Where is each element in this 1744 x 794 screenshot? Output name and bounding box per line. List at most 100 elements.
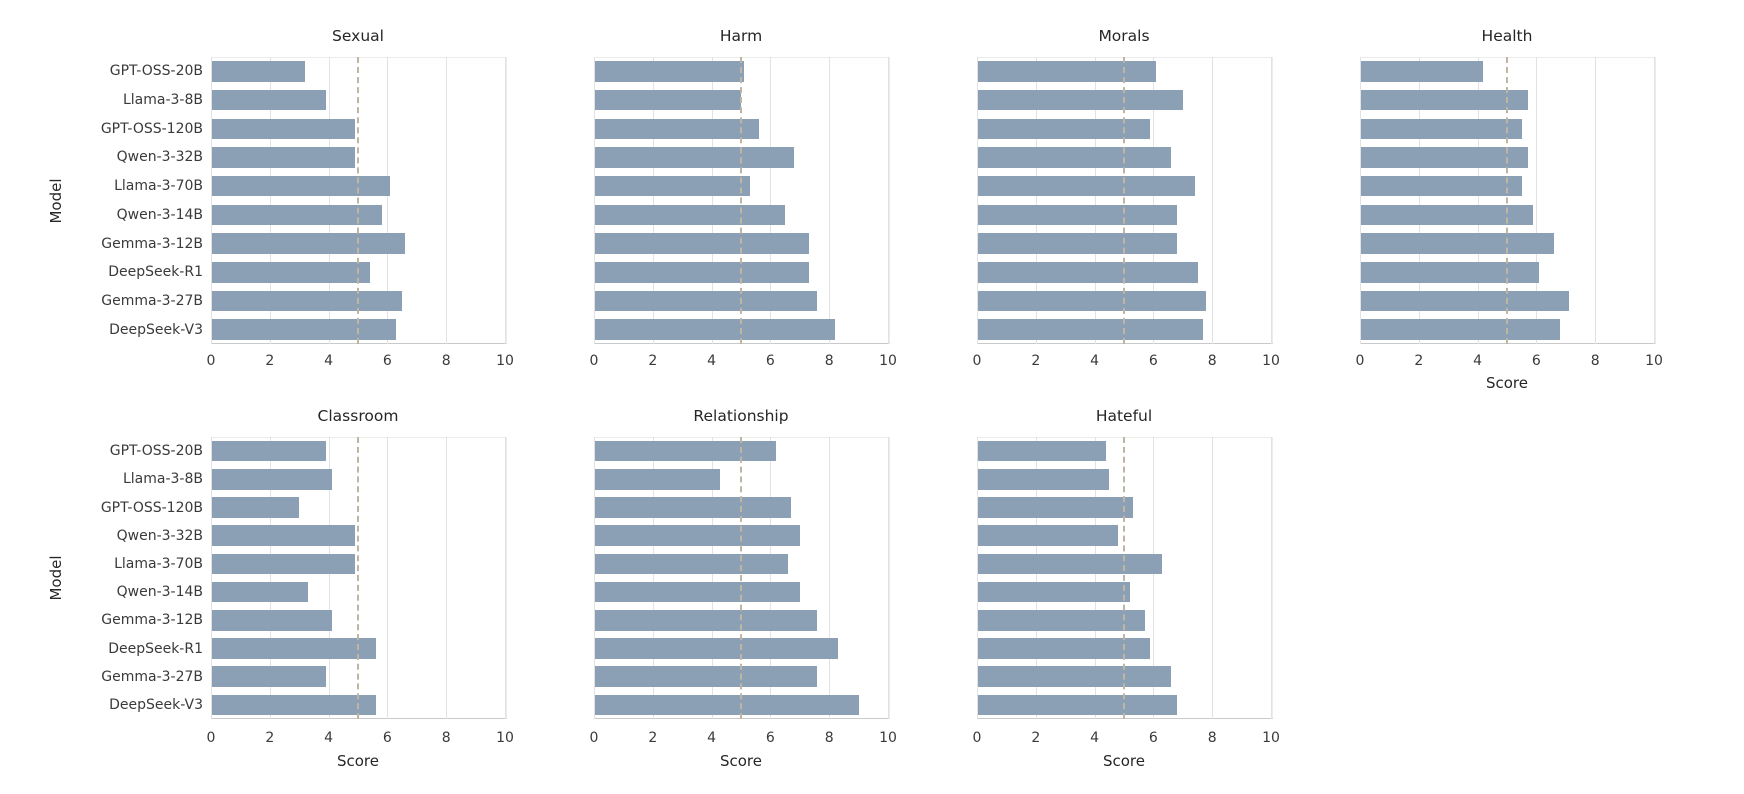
bar-harm-gpt-oss-120b	[595, 118, 759, 139]
y-tick-label-gemma-3-27b: Gemma-3-27B	[101, 668, 203, 685]
x-tick-label-classroom-6: 6	[382, 730, 392, 746]
gridline-sexual-10	[505, 57, 506, 344]
x-tick-label-sexual-0: 0	[206, 353, 216, 369]
y-tick-label-gemma-3-12b: Gemma-3-12B	[101, 612, 203, 629]
gridline-morals-2	[1035, 57, 1037, 344]
bar-hateful-deepseek-v3	[978, 694, 1177, 716]
bar-relationship-gemma-3-27b	[595, 666, 818, 687]
y-tick-label-deepseek-r1: DeepSeek-R1	[108, 640, 203, 657]
reference-line-harm	[740, 57, 742, 344]
x-tick-label-health-0: 0	[1355, 353, 1365, 369]
bar-morals-qwen-3-32b	[978, 147, 1172, 168]
x-tick-label-classroom-0: 0	[206, 730, 216, 746]
gridline-classroom-6	[387, 437, 389, 719]
bar-morals-llama-3-70b	[978, 175, 1195, 197]
bar-relationship-qwen-3-32b	[595, 525, 800, 546]
y-axis-label-classroom: Model	[47, 555, 65, 601]
x-tick-label-sexual-6: 6	[382, 353, 392, 369]
bar-harm-qwen-3-32b	[595, 147, 794, 168]
gridline-sexual-6	[387, 57, 389, 344]
x-axis-label-health: Score	[1485, 374, 1528, 392]
y-tick-label-gemma-3-12b: Gemma-3-12B	[101, 235, 203, 252]
reference-line-sexual	[357, 57, 359, 344]
y-axis-label-sexual: Model	[47, 177, 65, 224]
y-tick-label-llama-3-70b: Llama-3-70B	[114, 555, 203, 572]
x-tick-label-hateful-4: 4	[1090, 730, 1100, 746]
x-tick-label-harm-8: 8	[824, 353, 834, 369]
reference-line-hateful	[1123, 437, 1125, 719]
gridline-harm-8	[829, 57, 831, 344]
gridline-morals-8	[1212, 57, 1214, 344]
bar-hateful-qwen-3-14b	[978, 581, 1130, 603]
x-tick-label-sexual-8: 8	[441, 353, 451, 369]
bar-harm-deepseek-v3	[595, 319, 836, 340]
bar-relationship-deepseek-r1	[595, 638, 839, 659]
x-tick-label-morals-2: 2	[1031, 353, 1041, 369]
bar-relationship-llama-3-70b	[595, 553, 789, 575]
bar-morals-gemma-3-12b	[978, 233, 1177, 254]
x-tick-label-hateful-0: 0	[972, 730, 982, 746]
y-tick-label-llama-3-70b: Llama-3-70B	[114, 178, 203, 195]
x-tick-label-relationship-8: 8	[824, 730, 834, 746]
gridline-harm-4	[711, 57, 713, 344]
bar-sexual-qwen-3-32b	[212, 147, 356, 168]
y-tick-label-gpt-oss-120b: GPT-OSS-120B	[100, 120, 203, 137]
subplot-title-classroom: Classroom	[317, 407, 399, 425]
gridline-hateful-2	[1035, 437, 1037, 719]
x-tick-label-relationship-6: 6	[765, 730, 775, 746]
gridline-health-4	[1477, 57, 1479, 344]
x-tick-label-harm-6: 6	[765, 353, 775, 369]
bar-health-gemma-3-12b	[1361, 233, 1555, 254]
gridline-sexual-2	[269, 57, 271, 344]
bar-hateful-llama-3-8b	[978, 469, 1110, 490]
bar-classroom-gemma-3-12b	[212, 610, 332, 631]
bar-health-deepseek-v3	[1361, 319, 1560, 340]
x-axis-label-relationship: Score	[719, 752, 762, 770]
x-tick-label-morals-4: 4	[1090, 353, 1100, 369]
subplot-title-sexual: Sexual	[332, 27, 384, 45]
bar-sexual-llama-3-8b	[212, 89, 326, 111]
x-tick-label-harm-0: 0	[589, 353, 599, 369]
bar-harm-gpt-oss-20b	[595, 61, 744, 82]
reference-line-health	[1506, 57, 1508, 344]
bar-morals-gpt-oss-20b	[978, 61, 1157, 82]
reference-line-relationship	[740, 437, 742, 719]
x-tick-label-relationship-10: 10	[879, 730, 897, 746]
x-tick-label-health-6: 6	[1531, 353, 1541, 369]
bar-classroom-qwen-3-14b	[212, 581, 309, 603]
y-tick-label-gemma-3-27b: Gemma-3-27B	[101, 292, 203, 309]
gridline-relationship-10	[888, 437, 889, 719]
gridline-harm-0	[594, 57, 595, 344]
x-tick-label-hateful-10: 10	[1262, 730, 1280, 746]
gridline-sexual-8	[446, 57, 448, 344]
bar-harm-llama-3-70b	[595, 175, 750, 197]
x-tick-label-morals-10: 10	[1262, 353, 1280, 369]
gridline-relationship-4	[711, 437, 713, 719]
y-tick-label-qwen-3-32b: Qwen-3-32B	[116, 149, 203, 166]
bar-relationship-gpt-oss-20b	[595, 440, 777, 462]
gridline-harm-10	[888, 57, 889, 344]
bar-relationship-deepseek-v3	[595, 694, 859, 716]
bar-relationship-llama-3-8b	[595, 469, 721, 490]
x-tick-label-classroom-2: 2	[265, 730, 275, 746]
y-tick-label-gpt-oss-20b: GPT-OSS-20B	[109, 63, 203, 80]
bar-harm-llama-3-8b	[595, 89, 741, 111]
x-tick-label-harm-10: 10	[879, 353, 897, 369]
bar-harm-gemma-3-27b	[595, 290, 818, 312]
x-axis-label-classroom: Score	[336, 752, 379, 770]
x-tick-label-classroom-4: 4	[324, 730, 334, 746]
gridline-hateful-4	[1094, 437, 1096, 719]
x-tick-label-morals-6: 6	[1148, 353, 1158, 369]
y-tick-label-llama-3-8b: Llama-3-8B	[122, 471, 203, 488]
gridline-harm-2	[652, 57, 654, 344]
gridline-health-10	[1654, 57, 1655, 344]
bar-morals-qwen-3-14b	[978, 204, 1177, 226]
x-tick-label-morals-0: 0	[972, 353, 982, 369]
bar-hateful-gpt-oss-120b	[978, 497, 1133, 518]
bar-health-llama-3-8b	[1361, 89, 1528, 111]
bar-harm-qwen-3-14b	[595, 204, 786, 226]
bar-sexual-deepseek-r1	[212, 262, 370, 283]
reference-line-classroom	[357, 437, 359, 719]
gridline-classroom-4	[328, 437, 330, 719]
gridline-relationship-2	[652, 437, 654, 719]
